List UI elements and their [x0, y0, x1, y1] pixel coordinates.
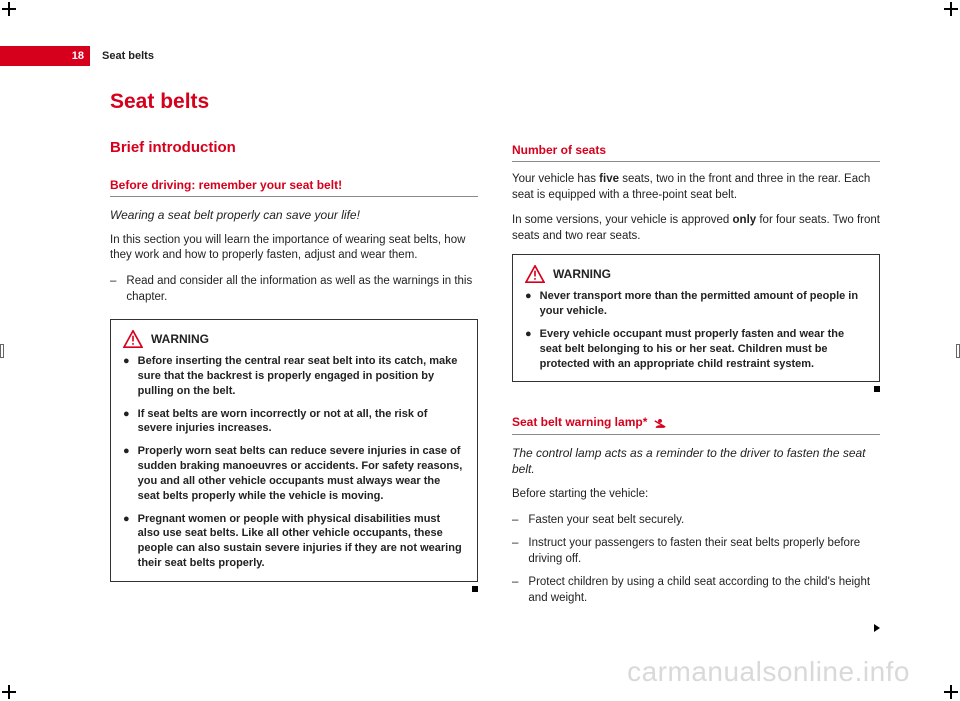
warning-label: WARNING: [553, 266, 611, 282]
list-item: –Fasten your seat belt securely.: [512, 513, 880, 529]
warning-heading: WARNING: [525, 265, 867, 283]
running-head: Seat belts: [102, 46, 154, 66]
intro-line: Wearing a seat belt properly can save yo…: [110, 207, 478, 223]
intro-line: The control lamp acts as a reminder to t…: [512, 445, 880, 477]
list-item: –Protect children by using a child seat …: [512, 575, 880, 606]
warning-item: ●Properly worn seat belts can reduce sev…: [123, 444, 465, 503]
seat-belt-lamp-icon: [653, 418, 667, 429]
section-end-marker-icon: [874, 386, 880, 392]
subsection-title: Number of seats: [512, 142, 880, 162]
crop-mark-tr: [944, 2, 958, 16]
dash-list: –Fasten your seat belt securely. –Instru…: [512, 513, 880, 607]
warning-list: ●Before inserting the central rear seat …: [123, 354, 465, 571]
warning-item: ●If seat belts are worn incorrectly or n…: [123, 407, 465, 437]
subsection-title: Seat belt warning lamp*: [512, 414, 880, 434]
body-paragraph: Before starting the vehicle:: [512, 487, 880, 503]
section-end-marker-icon: [472, 586, 478, 592]
dash-icon: –: [110, 274, 116, 305]
crop-mark-bl: [2, 685, 16, 699]
continued-marker-icon: [874, 624, 880, 632]
edge-tick-right: [956, 344, 960, 358]
warning-item: ●Never transport more than the permitted…: [525, 289, 867, 319]
crop-mark-tl: [2, 2, 16, 16]
warning-item: ●Pregnant women or people with physical …: [123, 512, 465, 571]
warning-item: ●Every vehicle occupant must properly fa…: [525, 327, 867, 372]
dash-list: – Read and consider all the information …: [110, 274, 478, 305]
warning-triangle-icon: [525, 265, 545, 283]
warning-item: ●Before inserting the central rear seat …: [123, 354, 465, 399]
column-left: Seat belts Brief introduction Before dri…: [110, 80, 478, 650]
list-item: – Read and consider all the information …: [110, 274, 478, 305]
column-right: Number of seats Your vehicle has five se…: [512, 80, 880, 650]
warning-box: WARNING ●Never transport more than the p…: [512, 254, 880, 382]
warning-box: WARNING ●Before inserting the central re…: [110, 319, 478, 582]
warning-heading: WARNING: [123, 330, 465, 348]
subsection-title: Before driving: remember your seat belt!: [110, 177, 478, 197]
crop-mark-br: [944, 685, 958, 699]
list-text: Read and consider all the information as…: [126, 274, 478, 305]
edge-tick-left: [0, 344, 4, 358]
list-item: –Instruct your passengers to fasten thei…: [512, 536, 880, 567]
warning-list: ●Never transport more than the permitted…: [525, 289, 867, 371]
body-paragraph: Your vehicle has five seats, two in the …: [512, 172, 880, 203]
page-number-tab: 18: [0, 46, 90, 66]
section-title: Brief introduction: [110, 138, 478, 158]
warning-triangle-icon: [123, 330, 143, 348]
body-paragraph: In some versions, your vehicle is approv…: [512, 213, 880, 244]
page-body: Seat belts Brief introduction Before dri…: [110, 80, 880, 650]
warning-label: WARNING: [151, 331, 209, 347]
chapter-title: Seat belts: [110, 88, 478, 116]
page-number: 18: [72, 49, 84, 64]
watermark: carmanualsonline.info: [627, 653, 910, 691]
body-paragraph: In this section you will learn the impor…: [110, 233, 478, 264]
